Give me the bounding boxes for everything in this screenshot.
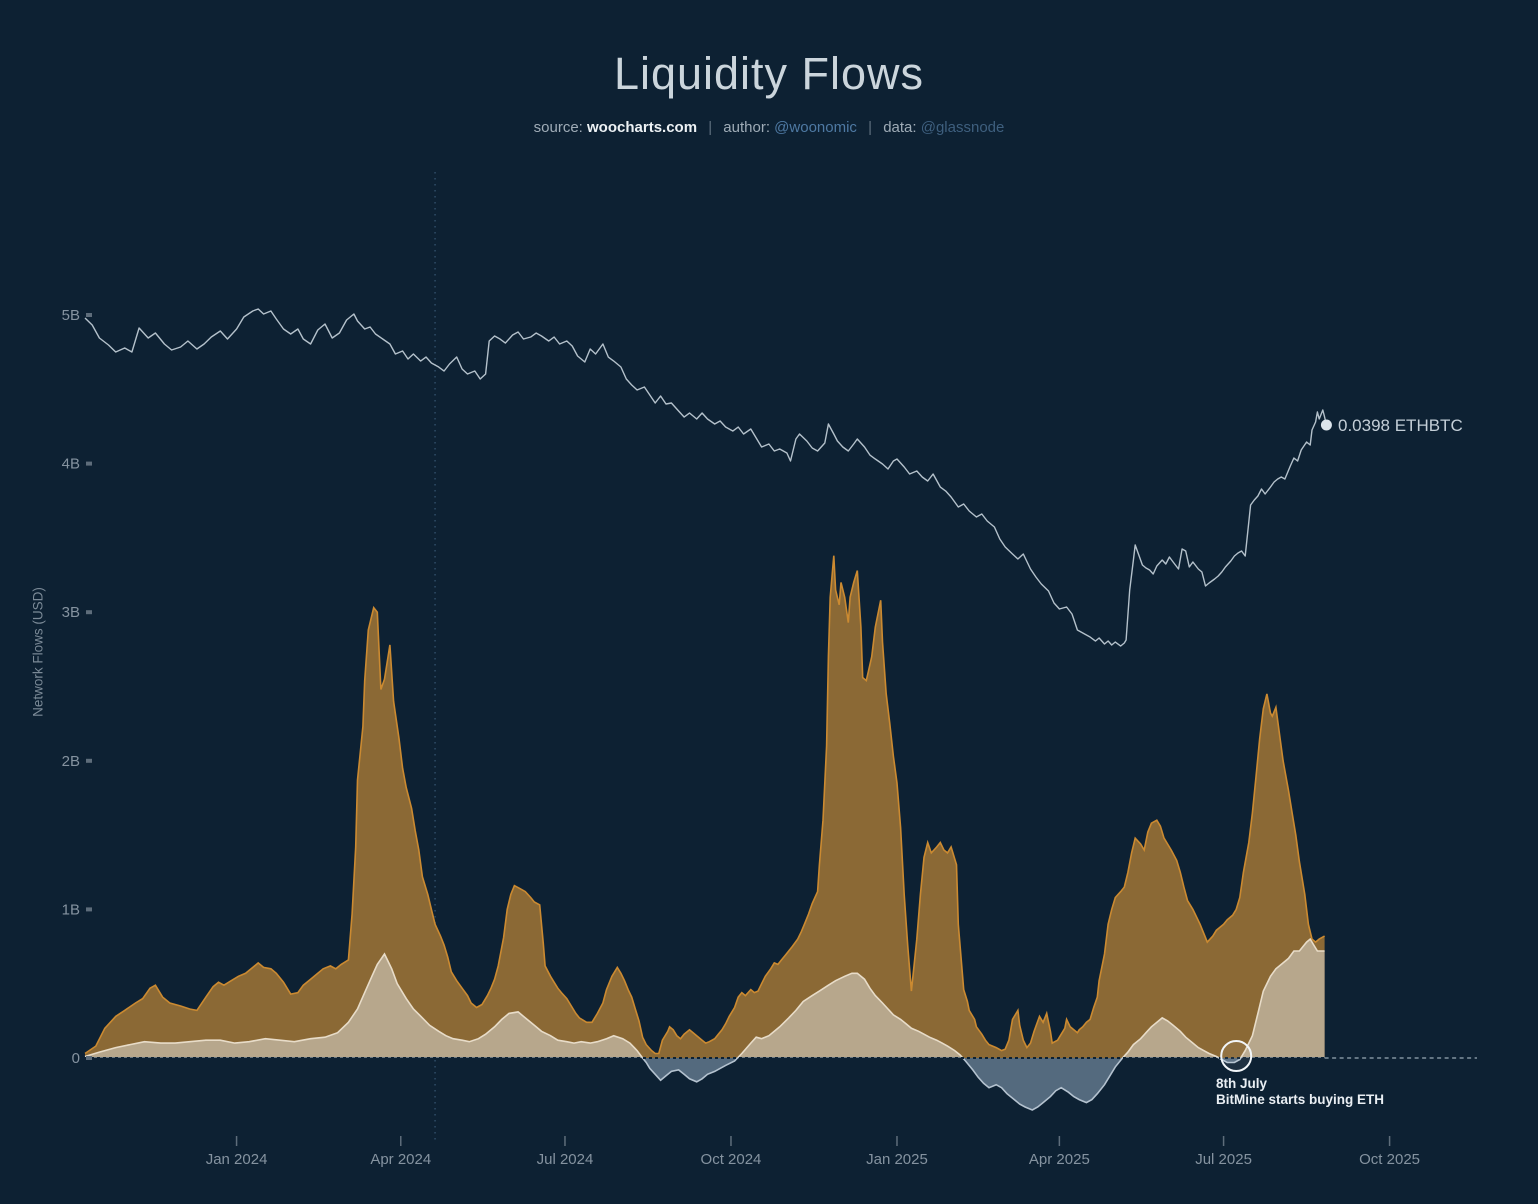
y-axis-title: Network Flows (USD) <box>30 587 46 717</box>
data-label: data: <box>883 119 917 136</box>
y-tick-mark <box>86 461 92 466</box>
y-tick-mark <box>86 907 92 912</box>
data-link[interactable]: @glassnode <box>920 119 1005 136</box>
y-tick-mark <box>86 1056 92 1060</box>
y-tick-mark <box>86 313 92 317</box>
eth-flows-outline-positive <box>84 937 1325 1059</box>
x-tick-label: Jul 2024 <box>537 1151 594 1168</box>
ethbtc-price-label: 0.0398 ETHBTC <box>1338 416 1463 435</box>
y-tick-mark <box>86 610 92 615</box>
x-tick-label: Jan 2024 <box>206 1151 268 1168</box>
chart-subtitle: source: woocharts.com | author: @woonomi… <box>0 119 1538 136</box>
y-tick-label: 2B <box>62 753 80 770</box>
ethbtc-end-dot <box>1320 419 1332 431</box>
btc-flows-outline <box>84 555 1325 1055</box>
eth-flows-area-negative <box>85 1057 1325 1110</box>
btc-flows-area <box>85 555 1325 1058</box>
ethbtc-line <box>84 308 1328 647</box>
y-tick-mark <box>86 758 92 763</box>
source-label: source: <box>533 119 583 136</box>
source-value: woocharts.com <box>587 119 698 136</box>
x-tick-label: Jan 2025 <box>866 1151 928 1168</box>
annotation-bitmine: 8th July BitMine starts buying ETH <box>1216 1076 1384 1108</box>
y-tick-label: 4B <box>62 456 80 473</box>
y-tick-label: 1B <box>62 901 80 918</box>
y-tick-label: 3B <box>62 604 80 621</box>
separator: | <box>868 119 873 136</box>
x-tick-label: Apr 2025 <box>1029 1151 1090 1168</box>
author-link[interactable]: @woonomic <box>774 119 857 136</box>
annotation-line-1: 8th July <box>1216 1076 1268 1091</box>
x-tick-label: Jul 2025 <box>1195 1151 1252 1168</box>
annotation-circle <box>1220 1040 1253 1072</box>
eth-flows-area-positive <box>85 939 1325 1059</box>
page-title: Liquidity Flows <box>613 48 925 99</box>
y-tick-label: 5B <box>62 307 80 324</box>
y-tick-label: 0 <box>72 1050 80 1067</box>
x-tick-label: Oct 2024 <box>701 1151 762 1168</box>
x-tick-label: Oct 2025 <box>1359 1151 1420 1168</box>
separator: | <box>708 119 713 136</box>
author-label: author: <box>723 119 770 136</box>
x-tick-label: Apr 2024 <box>370 1151 431 1168</box>
annotation-line-2: BitMine starts buying ETH <box>1216 1092 1385 1107</box>
